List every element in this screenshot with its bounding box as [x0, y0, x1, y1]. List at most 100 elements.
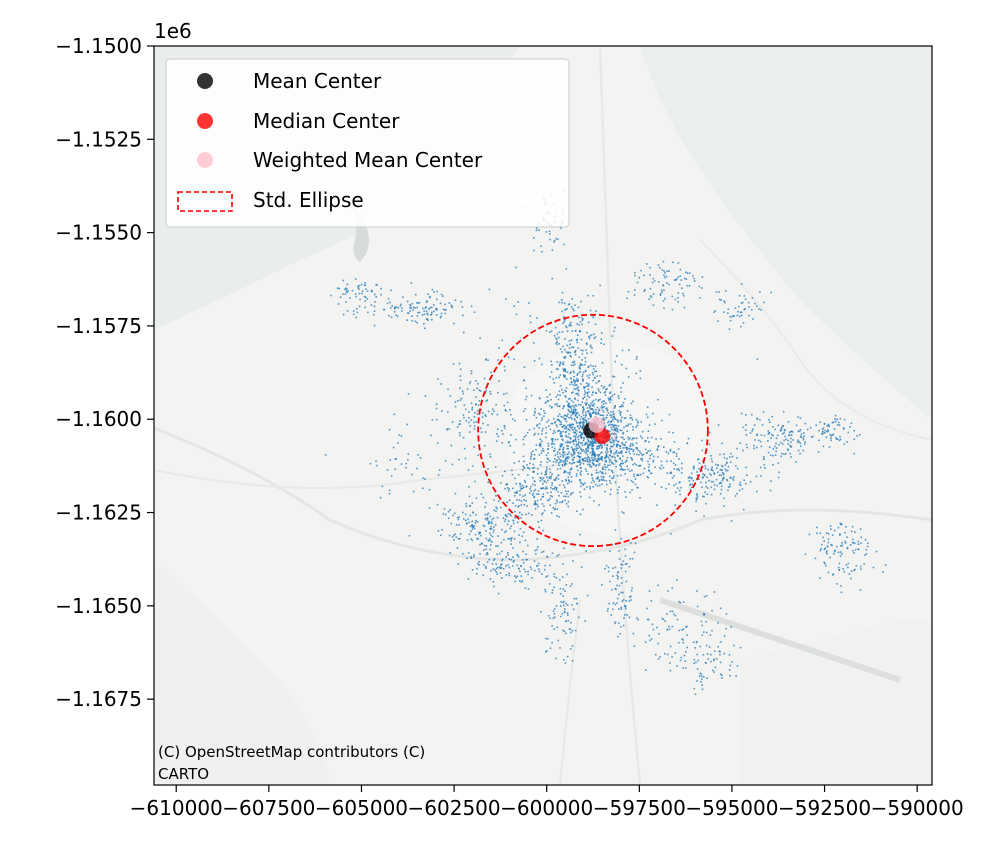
data-point [573, 461, 576, 464]
data-point [536, 565, 538, 567]
data-point [726, 461, 728, 464]
data-point [569, 441, 572, 443]
data-point [495, 495, 497, 497]
data-point [539, 464, 542, 466]
data-point [547, 615, 550, 617]
data-point [563, 375, 565, 378]
data-point [570, 355, 572, 358]
data-point [408, 535, 411, 537]
data-point [530, 458, 532, 460]
data-point [370, 290, 373, 292]
data-point [573, 435, 575, 437]
data-point [652, 412, 654, 415]
data-point [435, 314, 438, 316]
data-point [578, 435, 580, 437]
data-point [458, 362, 461, 365]
data-point [345, 301, 347, 303]
data-point [712, 669, 714, 672]
data-point [345, 287, 347, 289]
data-point [796, 441, 799, 443]
data-point [523, 467, 525, 469]
data-point [542, 529, 544, 532]
data-point [827, 430, 829, 433]
data-point [578, 461, 581, 463]
data-point [609, 438, 611, 441]
data-point [538, 357, 541, 360]
data-point [866, 545, 869, 548]
data-point [617, 444, 620, 446]
data-point [753, 447, 755, 450]
data-point [364, 300, 367, 302]
data-point [618, 397, 620, 399]
data-point [646, 416, 649, 419]
data-point [568, 433, 570, 435]
data-point [689, 483, 692, 486]
data-point [696, 498, 698, 500]
data-point [675, 452, 678, 455]
data-point [579, 472, 582, 474]
data-point [415, 293, 417, 296]
data-point [565, 430, 568, 433]
data-point [704, 491, 706, 493]
data-point [551, 495, 553, 498]
data-point [576, 393, 578, 395]
data-point [703, 676, 705, 678]
data-point [414, 320, 417, 323]
data-point [626, 446, 628, 449]
data-point [564, 338, 566, 340]
data-point [704, 467, 707, 470]
data-point [570, 463, 573, 465]
data-point [407, 458, 409, 461]
data-point [564, 302, 566, 305]
data-point [613, 443, 615, 446]
data-point [613, 407, 616, 409]
data-point [507, 538, 510, 540]
data-point [621, 600, 624, 602]
data-point [642, 453, 645, 456]
data-point [742, 508, 745, 511]
data-point [487, 424, 489, 426]
data-point [450, 305, 453, 308]
data-point [624, 614, 626, 616]
data-point [588, 385, 590, 387]
data-point [591, 454, 593, 457]
data-point [522, 531, 525, 534]
data-point [452, 363, 455, 365]
data-point [831, 434, 834, 436]
data-point [513, 530, 516, 533]
data-point [847, 562, 850, 565]
data-point [678, 489, 681, 492]
data-point [566, 378, 568, 380]
data-point [715, 658, 718, 660]
data-point [541, 433, 543, 435]
data-point [489, 548, 491, 551]
data-point [827, 541, 830, 544]
data-point [541, 450, 543, 452]
data-point [680, 656, 683, 659]
data-point [728, 328, 731, 330]
data-point [833, 428, 836, 430]
data-point [550, 407, 553, 409]
data-point [576, 455, 579, 457]
data-point [372, 313, 375, 316]
data-point [585, 443, 587, 445]
data-point [572, 391, 574, 393]
data-point [605, 459, 607, 462]
data-point [490, 525, 492, 528]
data-point [427, 293, 429, 295]
data-point [675, 455, 678, 457]
data-point [581, 375, 583, 378]
data-point [688, 480, 691, 482]
data-point [789, 431, 792, 433]
data-point [527, 467, 529, 469]
data-point [546, 555, 548, 558]
data-point [731, 477, 734, 480]
data-point [561, 351, 563, 353]
data-point [744, 308, 746, 310]
data-point [476, 537, 478, 540]
data-point [553, 382, 556, 384]
data-point [617, 492, 619, 494]
data-point [563, 319, 566, 321]
data-point [627, 438, 630, 441]
data-point [564, 376, 566, 379]
